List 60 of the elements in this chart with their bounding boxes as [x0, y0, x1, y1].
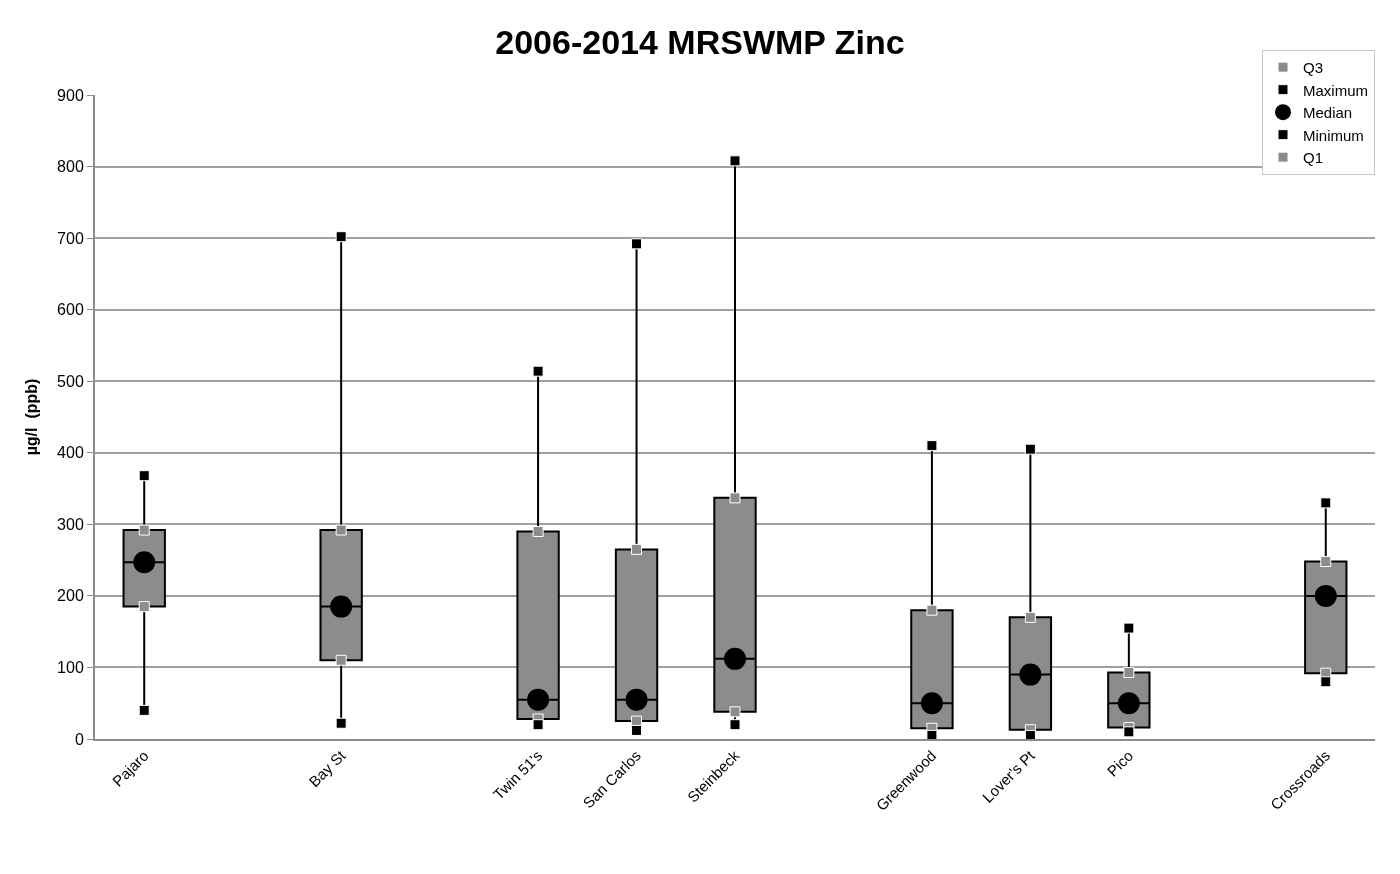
- point: [330, 595, 353, 618]
- point: [1019, 663, 1042, 686]
- point: [631, 238, 643, 250]
- point: [532, 365, 544, 377]
- y-tick-label: 200: [57, 587, 84, 605]
- point: [1117, 692, 1140, 715]
- y-tick-label: 0: [74, 730, 84, 748]
- point: [1320, 497, 1332, 509]
- legend-label: Q1: [1303, 149, 1324, 167]
- point: [335, 717, 347, 729]
- point: [926, 604, 938, 616]
- point: [1024, 729, 1036, 739]
- legend-label: Maximum: [1303, 81, 1369, 99]
- point: [138, 470, 150, 482]
- y-tick-label: 800: [57, 158, 84, 176]
- legend-label: Minimum: [1303, 126, 1364, 144]
- point: [631, 715, 643, 727]
- point: [724, 647, 746, 670]
- legend-label: Q3: [1303, 59, 1324, 77]
- point: [729, 492, 741, 504]
- point: [1123, 666, 1135, 678]
- point: [138, 704, 150, 716]
- x-tick-label: Twin 51's: [489, 746, 546, 803]
- point: [1024, 611, 1036, 623]
- point: [335, 524, 347, 536]
- point: [1320, 676, 1332, 688]
- y-tick-label: 900: [57, 86, 84, 104]
- x-tick-label: Bay St: [305, 746, 350, 791]
- point: [1123, 726, 1135, 738]
- point: [1320, 556, 1332, 568]
- point: [729, 155, 741, 167]
- y-tick-label: 300: [57, 515, 84, 533]
- point: [1024, 443, 1036, 455]
- y-tick-label: 500: [57, 372, 84, 390]
- legend-label: Median: [1303, 104, 1353, 122]
- point: [631, 724, 643, 736]
- point: [1123, 622, 1135, 634]
- point: [138, 524, 150, 536]
- point: [133, 551, 156, 574]
- point: [532, 719, 544, 731]
- point: [920, 692, 943, 715]
- point: [138, 601, 150, 613]
- point: [625, 688, 648, 711]
- point: [1314, 584, 1337, 607]
- y-tick-label: 700: [57, 229, 84, 247]
- point: [926, 729, 938, 739]
- y-tick-label: 600: [57, 301, 84, 319]
- point: [335, 231, 347, 243]
- y-axis-title: µg/l (ppb): [23, 378, 41, 456]
- point: [926, 440, 938, 452]
- x-tick-label: Pico: [1103, 746, 1137, 780]
- y-tick-label: 100: [57, 659, 84, 677]
- point: [532, 525, 544, 537]
- point: [527, 688, 550, 711]
- point: [335, 654, 347, 666]
- point: [729, 719, 741, 731]
- y-tick-label: 400: [57, 444, 84, 462]
- chart-title: 2006-2014 MRSWMP Zinc: [495, 23, 905, 62]
- point: [729, 706, 741, 718]
- point: [631, 543, 643, 555]
